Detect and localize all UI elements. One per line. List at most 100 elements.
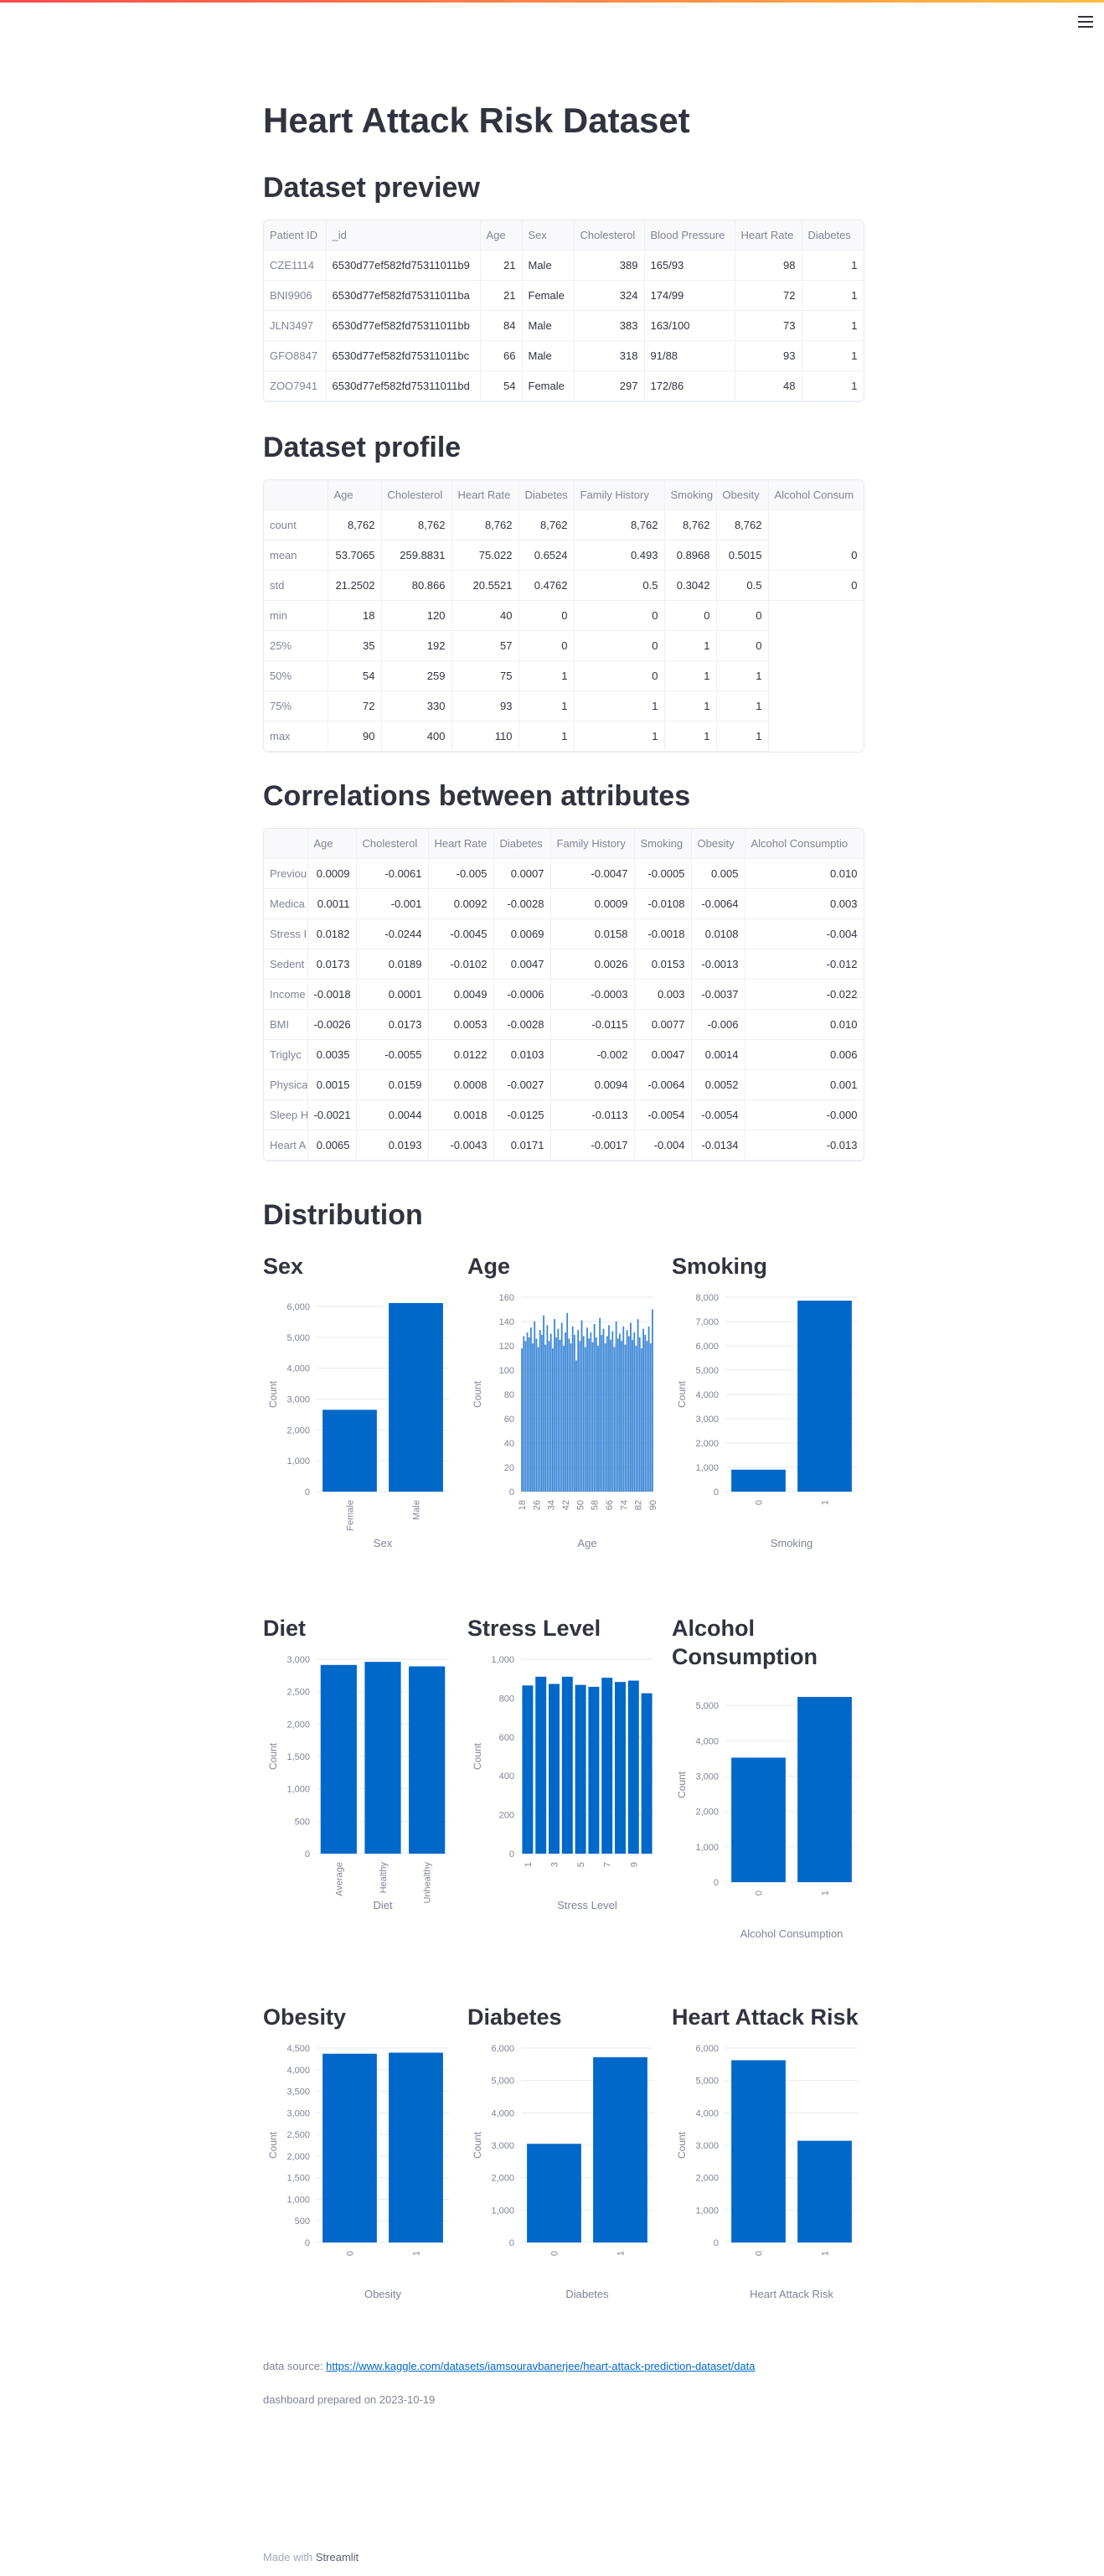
y-tick-label: 0 [509, 1849, 514, 1860]
table-cell: 0.0171 [493, 1130, 551, 1161]
table-cell: 1 [802, 340, 864, 371]
table-cell: 174/99 [644, 280, 735, 311]
table-cell: 53.7065 [328, 540, 382, 571]
x-tick-label: 1 [821, 1500, 831, 1505]
column [768, 480, 864, 752]
data-table: Age Cholesterol Heart Rate Diabetes Family H… [263, 828, 864, 1161]
y-axis-title: Count [267, 1742, 279, 1770]
bar [797, 1696, 852, 1882]
y-tick-label: 80 [504, 1390, 514, 1400]
table-cell: 90 [328, 721, 382, 752]
table-row: max 90 400 110 1 1 1 1 [264, 721, 864, 752]
table-cell: ZOO7941 [264, 370, 327, 401]
column-header: Family History [550, 829, 635, 859]
table-row: BMI -0.0026 0.0173 0.0053 -0.0028 -0.0115 0.00… [264, 1009, 864, 1040]
x-tick-label: 26 [532, 1500, 542, 1510]
y-tick-label: 3,000 [695, 2141, 719, 2151]
table-cell: 6530d77ef582fd75311011ba [326, 280, 481, 311]
bar [549, 1333, 552, 1492]
table-cell: 1 [802, 280, 864, 311]
table-cell: 0.0092 [428, 888, 494, 919]
table-row: std 21.2502 80.866 20.5521 0.4762 0.5 0.3042 0.… [264, 570, 864, 601]
table-cell: 1 [664, 630, 717, 661]
chart-title: Heart Attack Risk [672, 2004, 859, 2030]
bar [601, 1678, 613, 1854]
y-tick-label: 3,500 [286, 2087, 310, 2098]
table-cell: 324 [574, 280, 645, 311]
chart: 0 200 400 600 800 1,000 Count Stress Level 1 3 5 7 9 [472, 1655, 653, 1911]
table-cell: -0.0115 [550, 1009, 635, 1040]
y-tick-label: 120 [499, 1342, 514, 1352]
y-tick-label: 5,000 [695, 1366, 719, 1376]
bar [579, 1341, 581, 1492]
table-cell: 72 [328, 691, 382, 722]
x-axis-title: Age [577, 1537, 596, 1549]
table-cell: 0.0014 [691, 1039, 745, 1070]
y-tick-label: 1,000 [286, 1456, 310, 1466]
y-axis-title: Count [267, 1380, 279, 1408]
top-decoration [0, 0, 1104, 3]
bar [626, 1330, 628, 1492]
row-label: Previou [264, 858, 308, 889]
y-tick-label: 1,000 [491, 2206, 514, 2216]
table-row: Physica 0.0015 0.0159 0.0008 -0.0027 0.0094 -0… [264, 1069, 864, 1100]
table-cell: 0.010 [745, 858, 864, 889]
column-header: Diabetes [802, 220, 864, 251]
row-label: 50% [264, 660, 328, 691]
x-tick-label: 82 [634, 1500, 644, 1510]
y-tick-label: 0 [305, 1849, 310, 1860]
column-header: Heart Rate [428, 829, 494, 859]
table-cell: 0.5 [574, 570, 665, 601]
table-cell: 8,762 [328, 510, 382, 541]
table-row: Previou 0.0009 -0.0061 -0.005 0.0007 -0.0047-… [264, 858, 864, 889]
table-cell: 6530d77ef582fd75311011b9 [326, 250, 481, 281]
table-cell: 0.0065 [307, 1130, 357, 1161]
table-cell: 93 [451, 691, 519, 722]
table-row: Stress I 0.0182 -0.0244 -0.0045 0.0069 0.0158… [264, 918, 864, 949]
table-cell: Female [522, 280, 575, 311]
bar [535, 1338, 538, 1492]
row-label: BMI [264, 1009, 308, 1040]
table-cell: -0.0134 [691, 1130, 745, 1161]
table-cell: 0.0047 [493, 949, 551, 980]
bar [590, 1332, 592, 1492]
table-cell: 1 [664, 660, 717, 691]
column-header: Heart Rate [451, 480, 519, 510]
table-row: Medica 0.0011 -0.001 0.0092 -0.0028 0.0009 -0.… [264, 888, 864, 919]
source-link[interactable]: https://www.kaggle.com/datasets/iamsoura… [326, 2360, 756, 2372]
table-row: Triglyc 0.0035 -0.0055 0.0122 0.0103 -0.002 0.… [264, 1039, 864, 1070]
bar [551, 1347, 554, 1492]
y-axis-title: Count [472, 1380, 483, 1408]
table-row: count 8,762 8,762 8,762 8,762 8,762 8,762 8,762 [264, 510, 864, 541]
y-tick-label: 500 [295, 2216, 310, 2227]
x-axis-title: Diabetes [565, 2288, 609, 2300]
page-title: Heart Attack Risk Dataset [263, 101, 690, 140]
table-cell: 0.0182 [307, 918, 357, 949]
x-tick-label: 0 [346, 2251, 356, 2256]
bar [575, 1360, 577, 1492]
column-header: Alcohol Consum [768, 480, 864, 510]
table-cell: 0 [574, 630, 665, 661]
y-tick-label: 600 [499, 1733, 514, 1743]
y-tick-label: 1,000 [286, 1785, 310, 1795]
table-cell: -0.012 [745, 949, 864, 980]
table-cell: 98 [735, 250, 802, 281]
x-tick-label: 1 [412, 2251, 422, 2256]
table-cell: 1 [574, 721, 665, 752]
table-cell: -0.0013 [691, 949, 745, 980]
bar [797, 1301, 852, 1492]
bar [606, 1336, 608, 1492]
table-cell: -0.0027 [493, 1069, 551, 1100]
menu-button[interactable] [1076, 12, 1096, 32]
table-cell: -0.005 [428, 858, 494, 889]
table-cell: 0.0035 [307, 1039, 357, 1070]
chart: 0 500 1,000 1,500 2,000 2,500 3,000 3,500 4,000 4… [267, 2044, 449, 2300]
x-tick-label: Healthy [379, 1862, 389, 1894]
y-tick-label: 160 [499, 1293, 514, 1303]
table-cell: 165/93 [644, 250, 735, 281]
table-cell: 8,762 [716, 510, 769, 541]
y-tick-label: 4,000 [286, 2066, 310, 2076]
table: Age Cholesterol Heart Rate Diabetes Family H… [264, 829, 864, 1161]
x-tick-label: 66 [605, 1500, 615, 1510]
x-tick-label: 0 [755, 1891, 765, 1896]
